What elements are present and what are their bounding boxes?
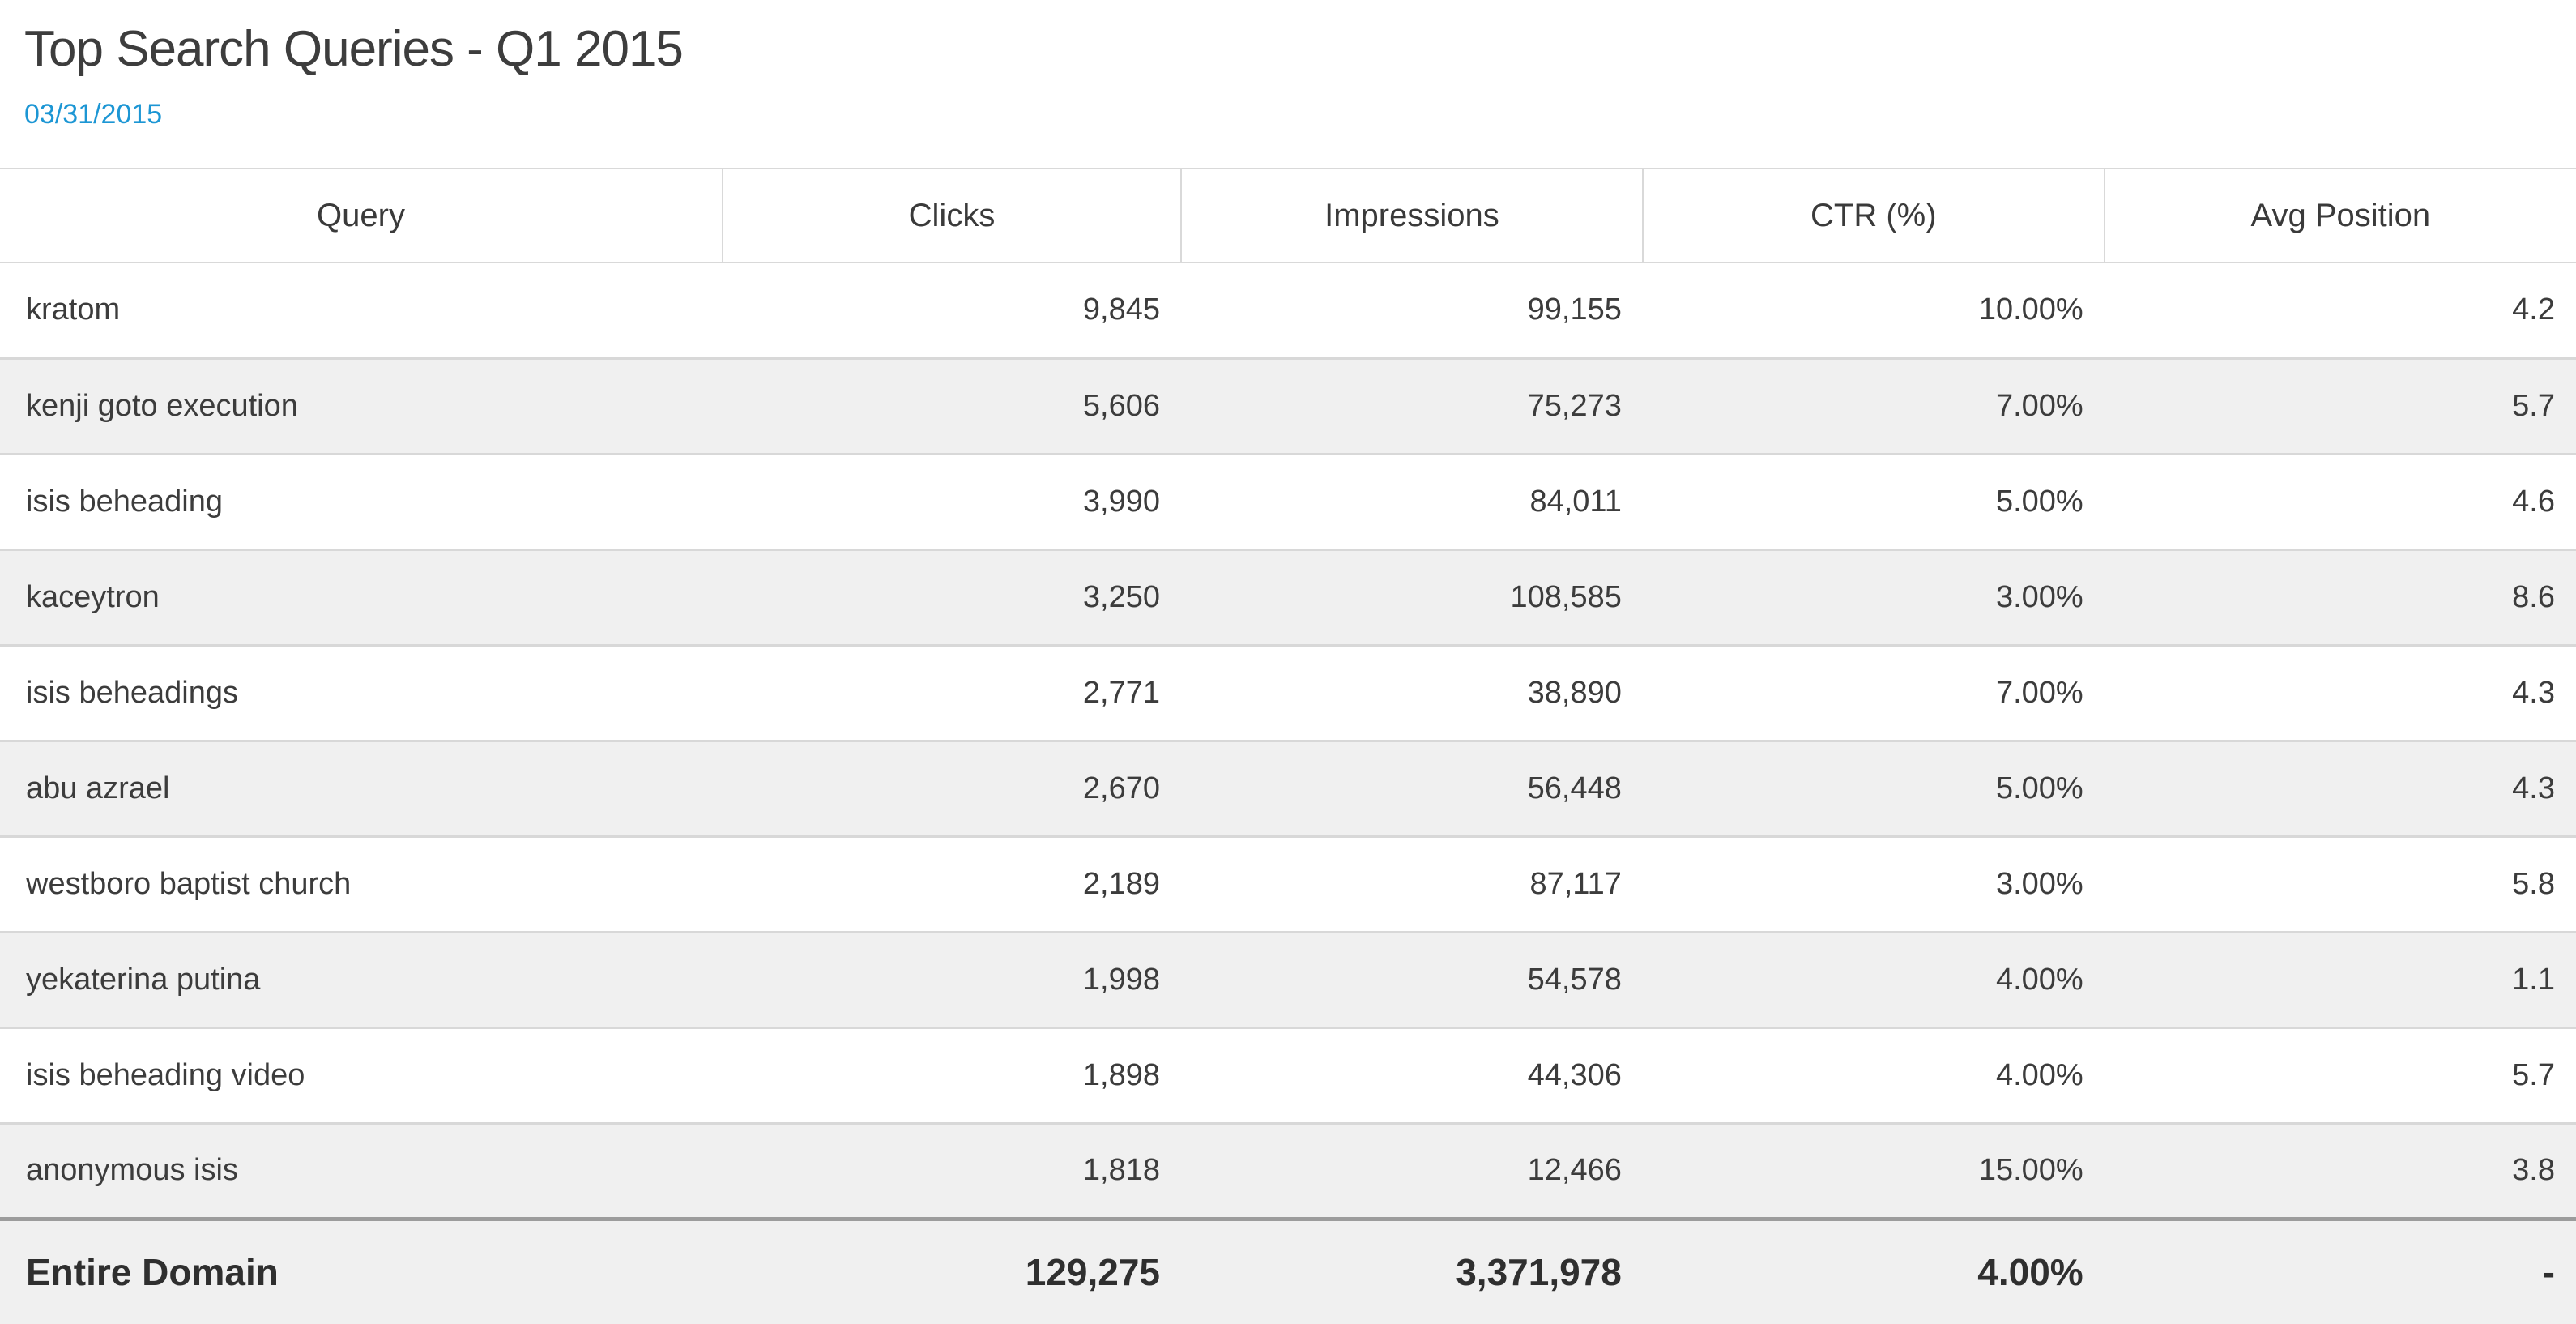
impressions-cell: 56,448 — [1181, 739, 1643, 837]
table-row: westboro baptist church 2,189 87,117 3.0… — [0, 835, 2576, 933]
table-row: isis beheadings 2,771 38,890 7.00% 4.3 — [0, 643, 2576, 741]
ctr-cell: 15.00% — [1642, 1121, 2105, 1219]
avg-position-cell: 4.2 — [2104, 263, 2576, 359]
query-cell: isis beheadings — [0, 643, 723, 741]
ctr-cell: 5.00% — [1642, 739, 2105, 837]
avg-position-cell: 3.8 — [2104, 1121, 2576, 1219]
page-title: Top Search Queries - Q1 2015 — [24, 21, 684, 77]
impressions-cell: 44,306 — [1181, 1026, 1643, 1124]
column-header-clicks: Clicks — [721, 168, 1182, 264]
summary-ctr-cell: 4.00% — [1642, 1216, 2105, 1324]
clicks-cell: 1,818 — [722, 1121, 1182, 1219]
table-row: isis beheading 3,990 84,011 5.00% 4.6 — [0, 452, 2576, 550]
ctr-cell: 4.00% — [1642, 1026, 2105, 1124]
impressions-cell: 54,578 — [1181, 930, 1643, 1028]
avg-position-cell: 4.6 — [2104, 452, 2576, 550]
table-row: yekaterina putina 1,998 54,578 4.00% 1.1 — [0, 930, 2576, 1028]
clicks-cell: 2,670 — [722, 739, 1182, 837]
impressions-cell: 12,466 — [1181, 1121, 1643, 1219]
report-header: Top Search Queries - Q1 2015 03/31/2015 — [0, 0, 2576, 131]
impressions-cell: 87,117 — [1181, 835, 1643, 933]
table-header: Query Clicks Impressions CTR (%) Avg Pos… — [0, 168, 2576, 264]
impressions-cell: 38,890 — [1181, 643, 1643, 741]
query-cell: isis beheading video — [0, 1026, 723, 1124]
ctr-cell: 3.00% — [1642, 548, 2105, 646]
query-cell: westboro baptist church — [0, 835, 723, 933]
ctr-cell: 4.00% — [1642, 930, 2105, 1028]
ctr-cell: 10.00% — [1642, 263, 2105, 359]
impressions-cell: 75,273 — [1181, 357, 1643, 455]
table-row: anonymous isis 1,818 12,466 15.00% 3.8 — [0, 1121, 2576, 1219]
table-row: kenji goto execution 5,606 75,273 7.00% … — [0, 357, 2576, 455]
clicks-cell: 9,845 — [722, 263, 1182, 359]
clicks-cell: 2,189 — [722, 835, 1182, 933]
ctr-cell: 3.00% — [1642, 835, 2105, 933]
summary-query-cell: Entire Domain — [0, 1216, 723, 1324]
query-cell: abu azrael — [0, 739, 723, 837]
clicks-cell: 2,771 — [722, 643, 1182, 741]
clicks-cell: 3,990 — [722, 452, 1182, 550]
avg-position-cell: 4.3 — [2104, 739, 2576, 837]
query-cell: kratom — [0, 263, 723, 359]
impressions-cell: 108,585 — [1181, 548, 1643, 646]
avg-position-cell: 5.8 — [2104, 835, 2576, 933]
table-row: kratom 9,845 99,155 10.00% 4.2 — [0, 263, 2576, 359]
query-cell: yekaterina putina — [0, 930, 723, 1028]
report-date-link[interactable]: 03/31/2015 — [24, 99, 163, 130]
search-queries-table: Query Clicks Impressions CTR (%) Avg Pos… — [0, 168, 2576, 1324]
impressions-cell: 84,011 — [1181, 452, 1643, 550]
column-header-query: Query — [0, 168, 723, 264]
avg-position-cell: 8.6 — [2104, 548, 2576, 646]
table-row: abu azrael 2,670 56,448 5.00% 4.3 — [0, 739, 2576, 837]
table-row: isis beheading video 1,898 44,306 4.00% … — [0, 1026, 2576, 1124]
column-header-impressions: Impressions — [1180, 168, 1643, 264]
ctr-cell: 5.00% — [1642, 452, 2105, 550]
summary-avg-position-cell: - — [2104, 1216, 2576, 1324]
table-summary: Entire Domain 129,275 3,371,978 4.00% - — [0, 1216, 2576, 1324]
avg-position-cell: 5.7 — [2104, 1026, 2576, 1124]
summary-clicks-cell: 129,275 — [722, 1216, 1182, 1324]
query-cell: isis beheading — [0, 452, 723, 550]
column-header-ctr: CTR (%) — [1641, 168, 2105, 264]
query-cell: anonymous isis — [0, 1121, 723, 1219]
clicks-cell: 5,606 — [722, 357, 1182, 455]
table-row: kaceytron 3,250 108,585 3.00% 8.6 — [0, 548, 2576, 646]
avg-position-cell: 1.1 — [2104, 930, 2576, 1028]
clicks-cell: 1,998 — [722, 930, 1182, 1028]
clicks-cell: 1,898 — [722, 1026, 1182, 1124]
column-header-avg-position: Avg Position — [2103, 168, 2576, 264]
impressions-cell: 99,155 — [1181, 263, 1643, 359]
ctr-cell: 7.00% — [1642, 643, 2105, 741]
avg-position-cell: 4.3 — [2104, 643, 2576, 741]
query-cell: kenji goto execution — [0, 357, 723, 455]
summary-impressions-cell: 3,371,978 — [1181, 1216, 1643, 1324]
avg-position-cell: 5.7 — [2104, 357, 2576, 455]
clicks-cell: 3,250 — [722, 548, 1182, 646]
summary-row: Entire Domain 129,275 3,371,978 4.00% - — [0, 1216, 2576, 1324]
ctr-cell: 7.00% — [1642, 357, 2105, 455]
query-cell: kaceytron — [0, 548, 723, 646]
